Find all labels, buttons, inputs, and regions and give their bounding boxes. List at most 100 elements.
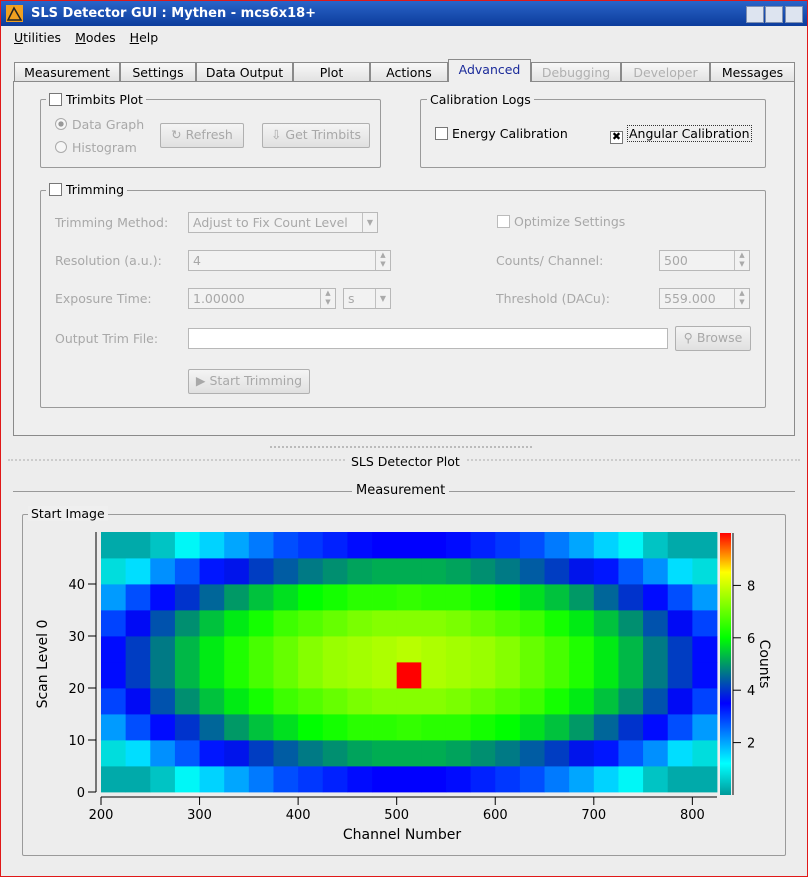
minimize-button[interactable] <box>746 6 764 23</box>
heatmap-cell <box>421 636 447 663</box>
heatmap-cell <box>544 610 570 637</box>
heatmap-cell <box>544 662 570 689</box>
heatmap-cell <box>298 584 324 611</box>
heatmap-cell <box>643 740 669 767</box>
heatmap-cell <box>569 532 595 559</box>
menu-item[interactable]: Modes <box>75 30 116 45</box>
heatmap-cell <box>273 558 299 585</box>
heatmap-cell <box>248 740 274 767</box>
heatmap-cell <box>125 610 151 637</box>
tab[interactable]: Measurement <box>14 62 120 81</box>
heatmap-cell <box>569 766 595 793</box>
checkbox[interactable]: ✖ Angular Calibration <box>610 125 752 144</box>
heatmap-cell <box>101 558 127 585</box>
button-label: Get Trimbits <box>285 127 362 142</box>
colorbar-tick-label: 4 <box>747 684 755 699</box>
heatmap-cell <box>593 584 619 611</box>
group-title[interactable]: Trimming <box>46 182 128 197</box>
heatmap-cell <box>421 532 447 559</box>
heatmap-cell <box>667 584 693 611</box>
heatmap-cell <box>519 610 545 637</box>
field-label: Counts/ Channel: <box>496 253 604 268</box>
menu-item[interactable]: Help <box>129 30 159 45</box>
heatmap-cell <box>199 766 225 793</box>
heatmap-cell <box>667 558 693 585</box>
heatmap-cell <box>224 714 250 741</box>
close-button[interactable] <box>785 6 803 23</box>
checkbox: Optimize Settings <box>497 214 625 229</box>
heatmap-cell <box>298 714 324 741</box>
tab[interactable]: Advanced <box>448 59 531 82</box>
heatmap-cell <box>125 558 151 585</box>
heatmap-cell <box>470 532 496 559</box>
heatmap-cell <box>199 714 225 741</box>
heatmap-cell <box>101 688 127 715</box>
heatmap-cell <box>273 636 299 663</box>
heatmap-cell <box>643 610 669 637</box>
heatmap-cell <box>618 584 644 611</box>
heatmap-cell <box>667 766 693 793</box>
heatmap-cell <box>224 662 250 689</box>
colorbar-tick-label: 8 <box>747 579 755 594</box>
heatmap-cell <box>593 558 619 585</box>
heatmap-cell <box>125 766 151 793</box>
heatmap-cell <box>396 558 422 585</box>
heatmap-cell <box>322 532 348 559</box>
heatmap-cell <box>470 558 496 585</box>
heatmap-cell <box>593 610 619 637</box>
heatmap-cell <box>396 584 422 611</box>
group-title-text: Trimming <box>66 182 125 197</box>
heatmap-cell <box>593 766 619 793</box>
heatmap-cell <box>692 532 718 559</box>
heatmap-cell <box>692 714 718 741</box>
heatmap-cell <box>519 714 545 741</box>
colorbar-tick-label: 2 <box>747 737 755 752</box>
start-trimming-button: ▶ Start Trimming <box>188 369 310 394</box>
group-title[interactable]: Trimbits Plot <box>46 92 146 107</box>
heatmap-cell <box>569 636 595 663</box>
heatmap-cell <box>174 766 200 793</box>
heatmap-cell <box>150 636 176 663</box>
heatmap-cell <box>618 610 644 637</box>
x-tick-label: 700 <box>581 808 606 823</box>
heatmap-cell <box>544 532 570 559</box>
heatmap-cell <box>445 662 471 689</box>
trimbits-group <box>40 99 381 168</box>
heatmap-cell <box>322 766 348 793</box>
tab[interactable]: Settings <box>120 62 196 81</box>
splitter-handle[interactable] <box>270 446 532 448</box>
radio-label: Histogram <box>72 140 137 155</box>
heatmap-cell <box>347 714 373 741</box>
radio-option: Data Graph <box>55 117 144 132</box>
heatmap-cell <box>495 610 521 637</box>
tab[interactable]: Plot <box>293 62 370 81</box>
heatmap-cell <box>421 662 447 689</box>
heatmap-cell <box>618 714 644 741</box>
tab[interactable]: Actions <box>370 62 448 81</box>
heatmap-cell <box>495 662 521 689</box>
method-combo: Adjust to Fix Count Level ▼ <box>188 212 378 233</box>
tab[interactable]: Messages <box>710 62 795 81</box>
heatmap-cell <box>569 662 595 689</box>
maximize-button[interactable] <box>765 6 783 23</box>
heatmap-cell <box>667 662 693 689</box>
heatmap-cell <box>445 636 471 663</box>
combo-value: Adjust to Fix Count Level <box>193 215 348 230</box>
heatmap-cell <box>174 662 200 689</box>
heatmap-cell <box>224 584 250 611</box>
heatmap-cell <box>692 766 718 793</box>
trimming-group <box>40 190 766 408</box>
heatmap-cell <box>322 610 348 637</box>
heatmap-cell <box>593 740 619 767</box>
menu-item[interactable]: Utilities <box>14 30 62 45</box>
heatmap-cell <box>544 558 570 585</box>
heatmap-cell <box>470 766 496 793</box>
menu-bar: Utilities Modes Help <box>14 30 172 45</box>
colorbar-label: Counts <box>756 640 772 689</box>
tab[interactable]: Data Output <box>196 62 293 81</box>
heatmap-cell <box>470 636 496 663</box>
plot-group <box>22 514 786 856</box>
heatmap-cell <box>593 714 619 741</box>
checkbox[interactable]: Energy Calibration <box>435 126 568 141</box>
heatmap-cell <box>643 662 669 689</box>
